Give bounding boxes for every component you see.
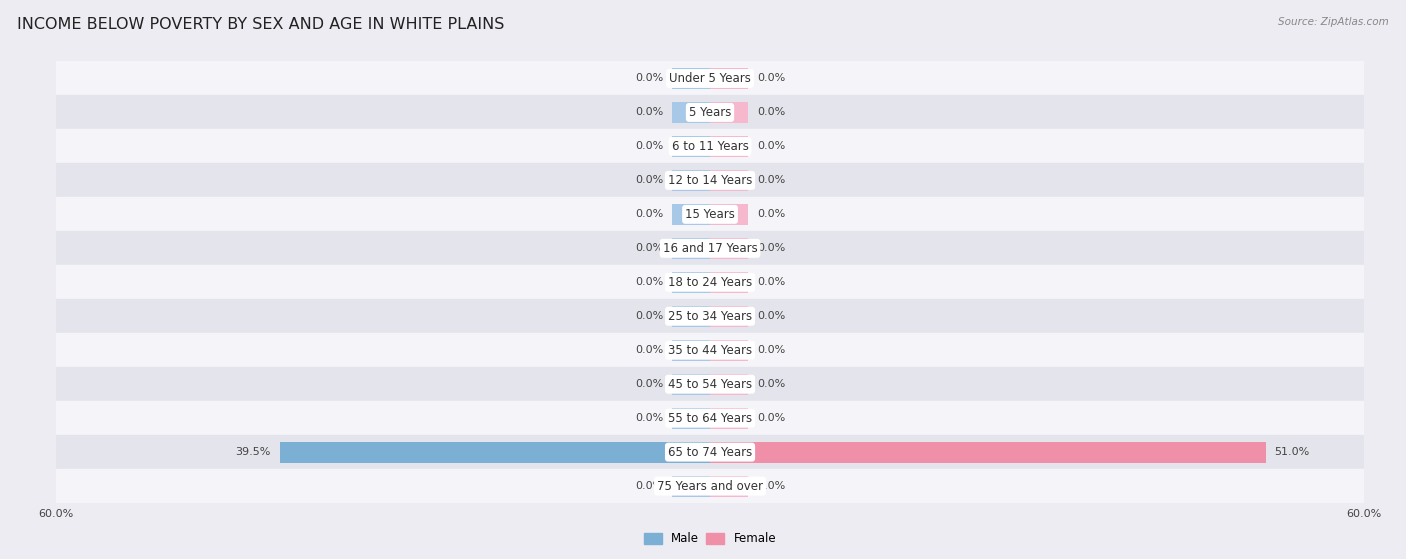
Bar (672, 340, 710, 361)
Legend: Male, Female: Male, Female (640, 528, 780, 550)
Text: 0.0%: 0.0% (756, 73, 785, 83)
Bar (56, 163, 1364, 197)
Text: Under 5 Years: Under 5 Years (669, 72, 751, 85)
Bar (56, 266, 1364, 299)
Bar (710, 102, 748, 123)
Bar (710, 373, 748, 395)
Text: 15 Years: 15 Years (685, 208, 735, 221)
Bar (672, 170, 710, 191)
Text: 6 to 11 Years: 6 to 11 Years (672, 140, 748, 153)
Text: 51.0%: 51.0% (1274, 447, 1310, 457)
Text: 0.0%: 0.0% (756, 141, 785, 151)
Text: 75 Years and over: 75 Years and over (657, 480, 763, 492)
Bar (710, 272, 748, 293)
Text: 0.0%: 0.0% (636, 345, 664, 355)
Text: 0.0%: 0.0% (636, 481, 664, 491)
Text: 0.0%: 0.0% (636, 210, 664, 219)
Bar (56, 197, 1364, 231)
Bar (280, 442, 710, 463)
Text: 12 to 14 Years: 12 to 14 Years (668, 174, 752, 187)
Bar (672, 136, 710, 157)
Text: 0.0%: 0.0% (636, 176, 664, 186)
Bar (56, 333, 1364, 367)
Text: 0.0%: 0.0% (636, 379, 664, 389)
Text: 65 to 74 Years: 65 to 74 Years (668, 446, 752, 458)
Bar (710, 136, 748, 157)
Bar (710, 68, 748, 89)
Bar (672, 408, 710, 429)
Text: 0.0%: 0.0% (756, 311, 785, 321)
Text: 0.0%: 0.0% (636, 277, 664, 287)
Text: 0.0%: 0.0% (636, 243, 664, 253)
Bar (672, 68, 710, 89)
Bar (56, 401, 1364, 435)
Bar (710, 442, 1265, 463)
Bar (672, 373, 710, 395)
Bar (710, 408, 748, 429)
Text: 55 to 64 Years: 55 to 64 Years (668, 411, 752, 425)
Text: 25 to 34 Years: 25 to 34 Years (668, 310, 752, 323)
Bar (672, 476, 710, 496)
Text: 16 and 17 Years: 16 and 17 Years (662, 242, 758, 255)
Text: 0.0%: 0.0% (756, 107, 785, 117)
Text: 0.0%: 0.0% (756, 277, 785, 287)
Text: 0.0%: 0.0% (756, 243, 785, 253)
Bar (710, 340, 748, 361)
Text: 0.0%: 0.0% (636, 413, 664, 423)
Bar (56, 130, 1364, 163)
Text: 0.0%: 0.0% (636, 107, 664, 117)
Text: 0.0%: 0.0% (636, 141, 664, 151)
Text: 0.0%: 0.0% (756, 345, 785, 355)
Bar (710, 306, 748, 327)
Bar (710, 238, 748, 259)
Text: 35 to 44 Years: 35 to 44 Years (668, 344, 752, 357)
Text: 0.0%: 0.0% (756, 379, 785, 389)
Bar (56, 435, 1364, 469)
Bar (56, 469, 1364, 503)
Text: 45 to 54 Years: 45 to 54 Years (668, 378, 752, 391)
Text: 5 Years: 5 Years (689, 106, 731, 119)
Bar (710, 476, 748, 496)
Text: 0.0%: 0.0% (756, 481, 785, 491)
Bar (56, 96, 1364, 130)
Text: 0.0%: 0.0% (756, 176, 785, 186)
Text: 0.0%: 0.0% (756, 210, 785, 219)
Text: Source: ZipAtlas.com: Source: ZipAtlas.com (1278, 17, 1389, 27)
Bar (56, 367, 1364, 401)
Text: 0.0%: 0.0% (636, 311, 664, 321)
Bar (56, 299, 1364, 333)
Bar (710, 204, 748, 225)
Bar (672, 306, 710, 327)
Text: 18 to 24 Years: 18 to 24 Years (668, 276, 752, 289)
Bar (56, 231, 1364, 266)
Bar (672, 102, 710, 123)
Text: 0.0%: 0.0% (636, 73, 664, 83)
Text: 0.0%: 0.0% (756, 413, 785, 423)
Text: 39.5%: 39.5% (236, 447, 271, 457)
Bar (56, 61, 1364, 96)
Bar (672, 238, 710, 259)
Bar (710, 170, 748, 191)
Bar (672, 204, 710, 225)
Text: INCOME BELOW POVERTY BY SEX AND AGE IN WHITE PLAINS: INCOME BELOW POVERTY BY SEX AND AGE IN W… (17, 17, 505, 32)
Bar (672, 272, 710, 293)
